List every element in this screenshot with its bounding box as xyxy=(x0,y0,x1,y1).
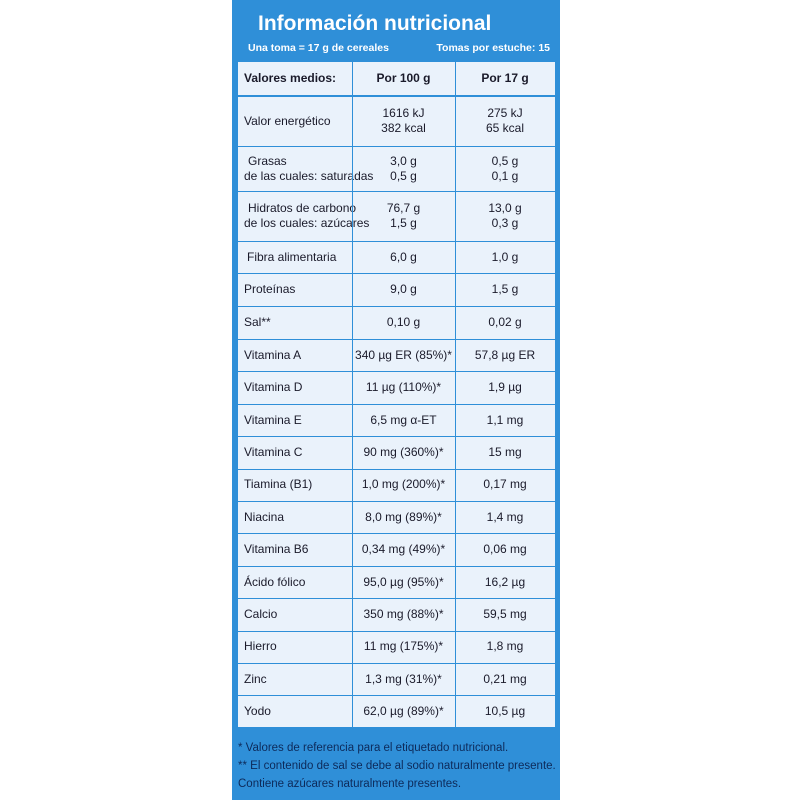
rule xyxy=(238,306,555,307)
value: 340 µg ER (85%)* xyxy=(355,347,452,362)
nutrient: Grasas xyxy=(248,153,287,168)
value: 6,0 g xyxy=(390,249,417,264)
nutrient: de los cuales: azúcares xyxy=(244,216,370,230)
nutrient: Hierro xyxy=(244,639,277,654)
nutrition-table xyxy=(238,62,555,727)
nutrient: Vitamina C xyxy=(244,444,303,459)
value: 0,02 g xyxy=(488,315,522,329)
column-header: Valores medios: xyxy=(244,71,337,85)
value: 1,0 mg (200%)* xyxy=(361,477,446,492)
rule xyxy=(238,273,555,274)
nutrient: Hidratos de carbono xyxy=(248,201,357,215)
value: 0,5 g xyxy=(491,153,519,168)
rule xyxy=(238,630,555,632)
value: 1616 kJ xyxy=(382,106,425,120)
value: 0,1 g xyxy=(491,168,519,183)
value: 57,8 µg ER xyxy=(474,347,536,362)
rule xyxy=(238,339,555,340)
value: 1,9 µg xyxy=(488,380,522,395)
rule xyxy=(238,598,555,600)
nutrient: Sal** xyxy=(244,315,271,329)
rule xyxy=(238,95,555,97)
nutrient: Proteínas xyxy=(244,282,296,296)
nutrient: Zinc xyxy=(244,671,267,686)
value: 0,06 mg xyxy=(483,542,527,557)
value: 1,8 mg xyxy=(486,639,524,654)
value: 10,5 µg xyxy=(484,704,526,719)
value: 350 mg (88%)* xyxy=(363,606,444,621)
column-header: Por 17 g xyxy=(481,71,529,85)
value: 6,5 mg α-ET xyxy=(370,412,437,427)
nutrient: Yodo xyxy=(244,704,271,719)
nutrient: Calcio xyxy=(244,606,278,621)
nutrient: Vitamina D xyxy=(244,380,303,395)
value: 95,0 µg (95%)* xyxy=(363,574,444,589)
footnote: ** El contenido de sal se debe al sodio … xyxy=(238,760,556,772)
footnote: * Valores de referencia para el etiqueta… xyxy=(238,742,509,754)
servings-per-box: Tomas por estuche: 15 xyxy=(436,42,550,54)
footnote: Contiene azúcares naturalmente presentes… xyxy=(238,778,462,790)
nutrient: Fibra alimentaria xyxy=(247,249,337,264)
value: 1,5 g xyxy=(390,216,417,230)
nutrient: Tiamina (B1) xyxy=(244,477,313,492)
rule xyxy=(238,241,555,242)
value: 62,0 µg (89%)* xyxy=(363,704,444,719)
value: 15 mg xyxy=(488,444,522,459)
value: 3,0 g xyxy=(390,153,417,168)
value: 275 kJ xyxy=(487,106,523,120)
value: 1,1 mg xyxy=(486,412,524,427)
value: 65 kcal xyxy=(485,121,525,135)
value: 382 kcal xyxy=(381,121,426,135)
rule xyxy=(238,501,555,502)
nutrient: Valor energético xyxy=(244,113,331,128)
nutrient: Vitamina B6 xyxy=(244,542,309,557)
rule xyxy=(238,695,555,697)
rule xyxy=(238,191,555,192)
column-rule xyxy=(455,62,456,727)
nutrient: Vitamina A xyxy=(244,347,302,362)
rule xyxy=(238,565,555,567)
value: 13,0 g xyxy=(488,201,522,215)
rule xyxy=(238,533,555,535)
nutrient: Ácido fólico xyxy=(244,574,306,589)
title: Información nutricional xyxy=(258,12,492,35)
value: 11 mg (175%)* xyxy=(363,639,444,654)
value: 0,3 g xyxy=(491,216,519,230)
value: 0,10 g xyxy=(386,315,421,329)
column-header: Por 100 g xyxy=(376,71,431,85)
serving: Una toma = 17 g de cereales xyxy=(248,42,389,54)
value: 0,5 g xyxy=(390,168,417,183)
rule xyxy=(238,146,555,147)
value: 59,5 mg xyxy=(483,606,527,621)
value: 90 mg (360%)* xyxy=(363,444,444,459)
value: 9,0 g xyxy=(390,282,417,296)
value: 1,4 mg xyxy=(486,509,524,524)
value: 1,0 g xyxy=(491,249,519,264)
value: 1,5 g xyxy=(491,282,519,296)
value: 1,3 mg (31%)* xyxy=(365,671,442,686)
value: 76,7 g xyxy=(386,201,421,215)
nutrient: de las cuales: saturadas xyxy=(244,168,374,183)
nutrient: Vitamina E xyxy=(244,412,302,427)
value: 0,21 mg xyxy=(483,671,527,686)
value: 11 µg (110%)* xyxy=(365,380,442,395)
rule xyxy=(238,371,555,373)
value: 8,0 mg (89%)* xyxy=(365,509,442,524)
rule xyxy=(238,468,555,470)
rule xyxy=(238,663,555,664)
rule xyxy=(238,403,555,405)
value: 16,2 µg xyxy=(484,574,526,589)
nutrient: Niacina xyxy=(244,509,285,524)
value: 0,17 mg xyxy=(483,477,527,492)
value: 0,34 mg (49%)* xyxy=(361,542,446,557)
rule xyxy=(238,436,555,438)
column-rule xyxy=(352,62,353,727)
